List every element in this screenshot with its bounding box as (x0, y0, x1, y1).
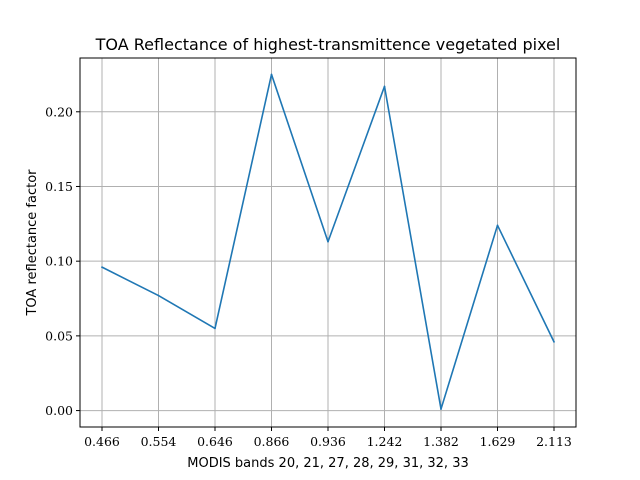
y-tick-label: 0.05 (45, 328, 73, 343)
x-tick-label: 0.936 (310, 434, 346, 449)
y-tick-label: 0.00 (45, 403, 73, 418)
x-tick-label: 1.382 (423, 434, 459, 449)
data-point (496, 224, 499, 227)
y-tick-label: 0.10 (45, 254, 73, 269)
x-tick-label: 0.554 (141, 434, 177, 449)
data-point (214, 327, 216, 330)
y-tick-label: 0.20 (45, 104, 73, 119)
y-tick-label: 0.15 (45, 179, 73, 194)
x-tick-label: 1.242 (367, 434, 403, 449)
axis-ticks: 0.466 0.554 0.646 0.866 0.936 1.242 1.382 1.629… (45, 104, 572, 449)
x-axis-label: MODIS bands 20, 21, 27, 28, 29, 31, 32, … (187, 456, 468, 471)
x-tick-label: 0.466 (84, 434, 120, 449)
data-point (383, 85, 386, 88)
data-point (553, 341, 555, 343)
x-tick-label: 2.113 (536, 434, 572, 449)
chart-title: TOA Reflectance of highest-transmittence… (95, 35, 561, 54)
data-point (157, 294, 160, 297)
x-tick-label: 0.866 (254, 434, 290, 449)
x-tick-label: 1.629 (480, 434, 516, 449)
data-point (270, 73, 273, 76)
data-point (327, 240, 329, 243)
data-point (440, 408, 442, 410)
data-point (101, 266, 103, 268)
y-axis-label: TOA reflectance factor (25, 169, 40, 317)
series-layer (101, 73, 555, 410)
x-tick-label: 0.646 (197, 434, 233, 449)
